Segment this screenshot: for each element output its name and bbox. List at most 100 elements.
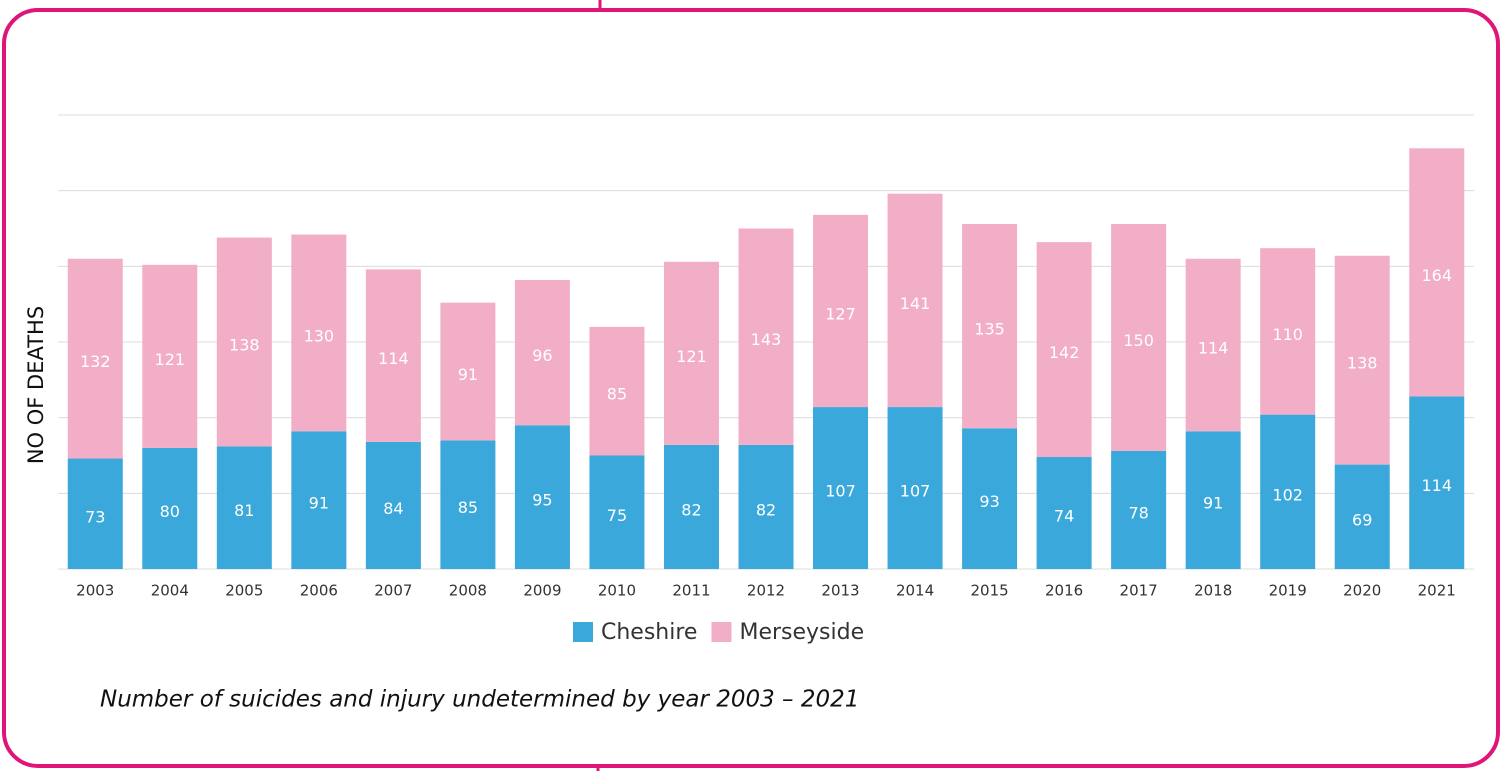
- bar-segment: [589, 326, 645, 456]
- bar-segment: [1260, 414, 1316, 569]
- data-label: 80: [160, 502, 180, 521]
- bar-segment: [440, 302, 496, 441]
- bar-segment: [663, 261, 719, 445]
- data-label: 141: [900, 294, 931, 313]
- bar-segment: [1260, 248, 1316, 415]
- bar-segment: [1185, 258, 1241, 432]
- data-label: 132: [80, 352, 111, 371]
- bar-segment: [1409, 148, 1465, 397]
- x-tick-label: 2007: [374, 582, 412, 600]
- legend-label: Merseyside: [739, 620, 864, 645]
- legend-swatch: [573, 622, 593, 642]
- x-tick-label: 2018: [1194, 582, 1232, 600]
- x-tick-label: 2010: [598, 582, 636, 600]
- x-tick-label: 2008: [449, 582, 487, 600]
- x-tick-label: 2015: [970, 582, 1008, 600]
- x-tick-label: 2011: [672, 582, 710, 600]
- bar-segment: [142, 264, 198, 448]
- bar-segment: [887, 193, 943, 408]
- bar-segment: [291, 431, 347, 569]
- bar-segment: [514, 425, 570, 569]
- bar-segment: [1409, 396, 1465, 569]
- bar-segment: [216, 237, 272, 447]
- data-label: 74: [1054, 507, 1074, 526]
- bar-segment: [440, 440, 496, 569]
- x-tick-label: 2020: [1343, 582, 1381, 600]
- data-label: 75: [607, 506, 627, 525]
- x-tick-label: 2004: [151, 582, 189, 600]
- data-label: 91: [309, 494, 329, 513]
- data-label: 95: [532, 491, 552, 510]
- bar-segment: [1111, 223, 1167, 451]
- data-label: 114: [378, 349, 409, 368]
- bar-segment: [738, 228, 794, 445]
- bar-segment: [1036, 457, 1092, 569]
- data-label: 121: [676, 347, 707, 366]
- data-label: 73: [85, 507, 105, 526]
- caption: Number of suicides and injury undetermin…: [100, 687, 859, 713]
- data-label: 110: [1272, 325, 1303, 344]
- data-label: 93: [979, 492, 999, 511]
- x-tick-label: 2013: [821, 582, 859, 600]
- bar-segment: [813, 214, 869, 408]
- bar-segment: [813, 407, 869, 569]
- data-label: 150: [1123, 331, 1154, 350]
- x-tick-label: 2019: [1269, 582, 1307, 600]
- bar-segment: [1111, 450, 1167, 569]
- data-label: 114: [1421, 476, 1452, 495]
- data-label: 164: [1421, 266, 1452, 285]
- bar-segment: [216, 446, 272, 569]
- x-tick-label: 2016: [1045, 582, 1083, 600]
- data-label: 121: [155, 350, 186, 369]
- x-tick-label: 2003: [76, 582, 114, 600]
- bar-segment: [67, 458, 123, 569]
- bar-segment: [291, 234, 347, 432]
- data-label: 138: [1347, 354, 1378, 373]
- bar-segment: [663, 444, 719, 569]
- x-tick-label: 2009: [523, 582, 561, 600]
- data-label: 107: [900, 482, 931, 501]
- bar-segment: [142, 447, 198, 569]
- bar-segment: [887, 407, 943, 569]
- bar-segment: [365, 269, 421, 442]
- data-label: 82: [681, 500, 701, 519]
- x-tick-label: 2017: [1120, 582, 1158, 600]
- data-label: 85: [607, 385, 627, 404]
- bar-segment: [738, 444, 794, 569]
- x-tick-label: 2006: [300, 582, 338, 600]
- data-label: 142: [1049, 343, 1080, 362]
- data-label: 91: [458, 365, 478, 384]
- data-label: 96: [532, 346, 552, 365]
- x-tick-label: 2021: [1418, 582, 1456, 600]
- x-tick-label: 2012: [747, 582, 785, 600]
- bar-segment: [365, 441, 421, 569]
- data-label: 143: [751, 330, 782, 349]
- bar-segment: [1185, 431, 1241, 569]
- data-label: 107: [825, 482, 856, 501]
- data-label: 138: [229, 336, 260, 355]
- legend-swatch: [711, 622, 732, 642]
- data-label: 114: [1198, 339, 1229, 358]
- data-label: 135: [974, 320, 1005, 339]
- data-label: 81: [234, 501, 254, 520]
- x-tick-label: 2005: [225, 582, 263, 600]
- bar-segment: [514, 279, 570, 426]
- bar-segment: [1334, 255, 1390, 465]
- data-label: 82: [756, 500, 776, 519]
- data-label: 85: [458, 498, 478, 517]
- bar-segment: [962, 223, 1018, 429]
- bar-segment: [1036, 242, 1092, 458]
- y-axis-label: NO OF DEATHS: [24, 306, 48, 464]
- bar-segment: [589, 455, 645, 569]
- data-label: 91: [1203, 494, 1223, 513]
- data-label: 102: [1272, 485, 1303, 504]
- data-label: 84: [383, 499, 403, 518]
- data-label: 69: [1352, 510, 1372, 529]
- bar-segment: [962, 428, 1018, 569]
- data-label: 127: [825, 304, 856, 323]
- legend-label: Cheshire: [601, 620, 697, 645]
- data-label: 78: [1128, 503, 1148, 522]
- data-label: 130: [304, 326, 335, 345]
- bar-segment: [67, 258, 123, 459]
